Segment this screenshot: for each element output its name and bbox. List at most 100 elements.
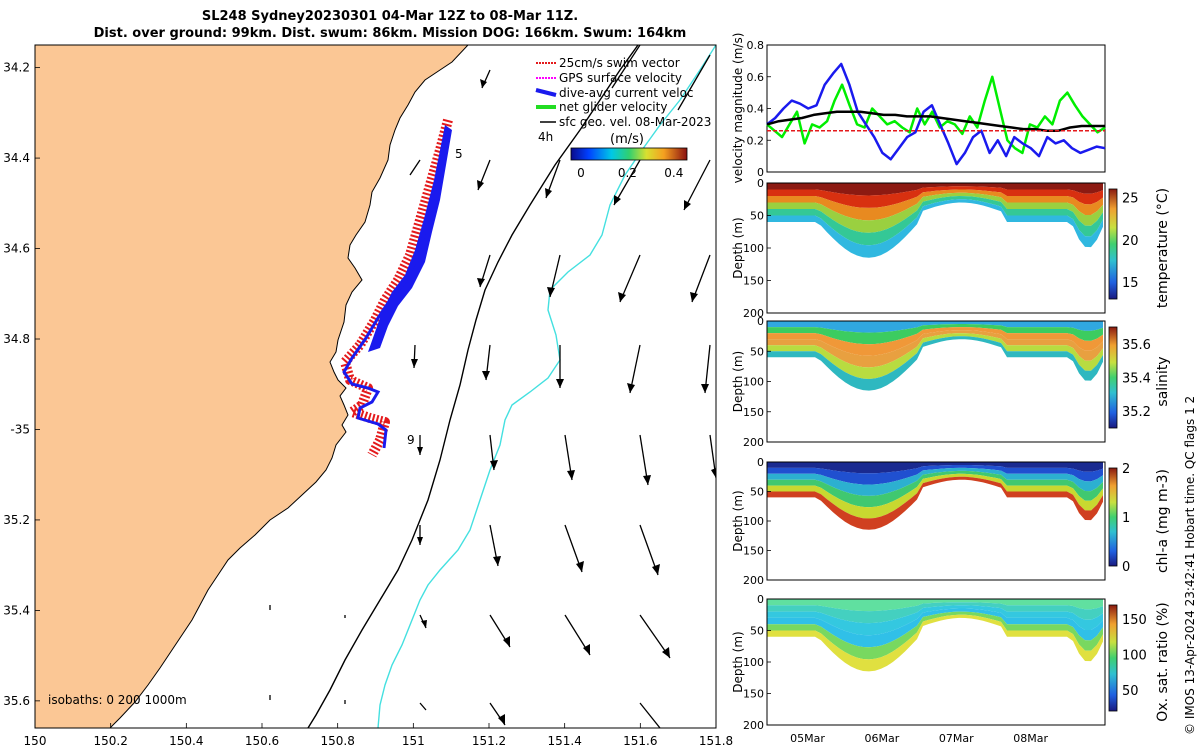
velocity-series-line-0: [766, 75, 1106, 155]
section-y-tick-label: 150: [743, 275, 764, 288]
section-colorbar-label: chl-a (mg m-3): [1155, 469, 1171, 573]
section-band: [767, 473, 1103, 519]
section-x-tick-label: 05Mar: [790, 732, 825, 745]
map-x-tick-label: 151.6: [623, 734, 657, 748]
section-colorbar-tick-label: 35.2: [1122, 405, 1151, 420]
velocity-frame: [766, 44, 1106, 173]
section-band: [767, 602, 1103, 624]
section-ylabel: Depth (m): [731, 217, 745, 278]
map-x-tick-label: 151.4: [547, 734, 581, 748]
section-colorbar-tick-label: 2: [1122, 462, 1130, 477]
section-colorbar: [1108, 604, 1118, 712]
section-colorbar-tick-label: 0: [1122, 560, 1130, 575]
section-y-tick-label: 100: [743, 242, 764, 255]
section-ylabel: Depth (m): [731, 351, 745, 412]
section-x-tick-label: 06Mar: [865, 732, 900, 745]
section-band: [767, 333, 1103, 379]
section-band: [767, 199, 1103, 258]
velocity-panel: 0 0.2 0.4 0.6 0.8 velocity magnitude (m/s): [731, 33, 1106, 183]
velocity-y-tick-label: 0.2: [747, 134, 765, 147]
section-ylabel: Depth (m): [731, 631, 745, 692]
section-band: [767, 324, 1103, 345]
section-y-tick-label: 100: [743, 515, 764, 528]
track-label-start: 5: [455, 147, 463, 161]
map-panel: 5 9 isobaths: 0 200 1000m 150 150.2 150.4 1…: [3, 44, 733, 748]
velocity-series-line-1: [766, 62, 1106, 166]
map-y-tick-label: 34.6: [3, 242, 30, 256]
legend-geo-label: sfc geo. vel. 08-Mar-2023: [559, 115, 711, 129]
section-y-tick-label: 50: [750, 486, 764, 499]
map-y-tick-label: 35.4: [3, 603, 30, 617]
legend-net-label: net glider velocity: [559, 100, 667, 114]
section-x-tick-label: 08Mar: [1013, 732, 1048, 745]
section-y-tick-label: 100: [743, 376, 764, 389]
section-panel-4: 0 50 100 150 200 Depth (m) 50 100 150 Ox. sat. ra…: [731, 593, 1171, 745]
section-band: [767, 186, 1103, 208]
velocity-series-line-2: [766, 110, 1105, 132]
velocity-series: [766, 62, 1106, 166]
section-y-tick-label: 200: [743, 436, 764, 449]
section-colorbar-tick-label: 50: [1122, 684, 1139, 699]
map-y-tick-label: 34.4: [3, 151, 30, 165]
map-legend: 25cm/s swim vector GPS surface velocity …: [535, 56, 711, 180]
section-colorbar-label: Ox. sat. ratio (%): [1155, 602, 1171, 721]
isobath-200: [307, 45, 639, 728]
section-colorbar-tick-label: 15: [1122, 276, 1139, 291]
section-colorbar-tick-label: 20: [1122, 234, 1139, 249]
map-colorbar-tick-label: 0.2: [618, 166, 637, 180]
section-band: [767, 330, 1103, 368]
map-x-tick-label: 150.4: [169, 734, 203, 748]
section-band: [767, 336, 1103, 391]
section-y-tick-label: 0: [757, 593, 764, 606]
section-band: [767, 611, 1103, 660]
isobaths-label: isobaths: 0 200 1000m: [48, 693, 187, 707]
section-colorbar: [1108, 467, 1118, 567]
map-x-tick-label: 150: [24, 734, 47, 748]
map-x-tick-label: 150.6: [245, 734, 279, 748]
section-band: [767, 608, 1103, 648]
section-panel-2: 0 50 100 150 200 Depth (m) 35.2 35.4 35.6 salinit…: [731, 315, 1171, 449]
section-band: [767, 189, 1103, 221]
track-label-end: 9: [407, 433, 415, 447]
title-line-2: Dist. over ground: 99km. Dist. swum: 86k…: [93, 26, 687, 41]
section-colorbar-label: salinity: [1155, 356, 1171, 406]
section-y-tick-label: 0: [757, 177, 764, 190]
map-y-tick-label: 34.8: [3, 332, 30, 346]
section-band: [767, 470, 1103, 508]
section-x-tick-label: 07Mar: [939, 732, 974, 745]
section-y-tick-label: 150: [743, 406, 764, 419]
section-band: [767, 196, 1103, 246]
section-y-tick-label: 200: [743, 719, 764, 732]
section-colorbar-tick-label: 25: [1122, 191, 1139, 206]
glider-track: [340, 118, 453, 458]
section-y-tick-label: 50: [750, 210, 764, 223]
velocity-y-tick-label: 0.8: [747, 39, 765, 52]
section-y-tick-label: 100: [743, 656, 764, 669]
map-colorbar: [570, 147, 688, 161]
section-band: [767, 599, 1103, 612]
section-y-tick-label: 200: [743, 307, 764, 320]
map-colorbar-tick-label: 0: [577, 166, 585, 180]
section-band: [767, 605, 1103, 636]
map-y-tick-label: 34.2: [3, 61, 30, 75]
map-x-tick-label: 151: [402, 734, 425, 748]
section-band: [767, 614, 1103, 672]
map-x-tick-label: 151.2: [472, 734, 506, 748]
section-colorbar-tick-label: 35.6: [1122, 338, 1151, 353]
section-panel-1: 0 50 100 150 200 Depth (m) 15 20 25 temperature (…: [731, 177, 1171, 320]
isobath-1000: [377, 45, 716, 728]
section-y-tick-label: 150: [743, 545, 764, 558]
map-y-tick-label: -35: [10, 422, 30, 436]
section-y-tick-label: 150: [743, 688, 764, 701]
track-line: [342, 127, 450, 449]
velocity-y-tick-label: 0.6: [747, 71, 765, 84]
section-colorbar-tick-label: 1: [1122, 511, 1130, 526]
map-colorbar-tick-label: 0.4: [664, 166, 683, 180]
section-band: [767, 462, 1103, 474]
section-band: [767, 467, 1103, 496]
swim-vector-fringe: [340, 118, 453, 458]
map-x-tick-label: 151.8: [699, 734, 733, 748]
section-band: [767, 183, 1103, 196]
section-band: [767, 327, 1103, 356]
